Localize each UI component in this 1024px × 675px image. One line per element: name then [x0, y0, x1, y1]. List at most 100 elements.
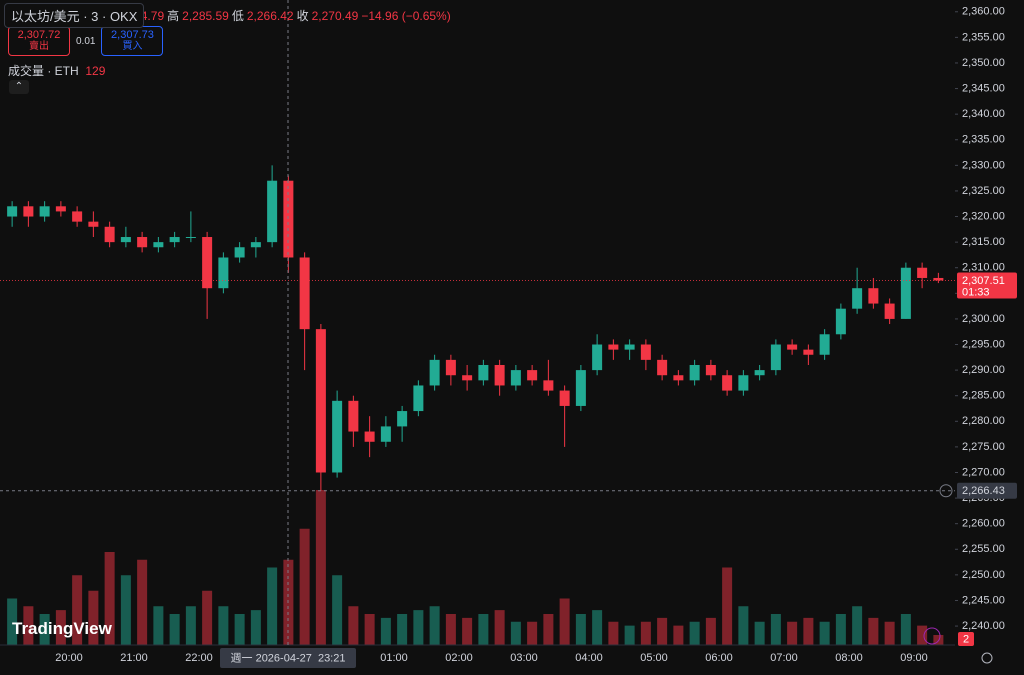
volume-bar: [900, 614, 911, 645]
candle-body: [787, 344, 798, 350]
last-price-label: 2,307.51: [962, 275, 1005, 287]
candle-body: [218, 257, 229, 289]
candle-body: [267, 180, 278, 243]
high-label: 高: [167, 9, 180, 23]
candle-body: [23, 206, 34, 217]
close-value: 2,270.49: [311, 8, 359, 23]
volume-bar: [445, 614, 456, 645]
candle-body: [900, 267, 911, 319]
badge-box: [958, 632, 974, 646]
add-button[interactable]: [939, 484, 953, 498]
candle-body: [315, 329, 326, 473]
volume-bar: [494, 610, 505, 645]
volume-bar: [397, 614, 408, 645]
candle-body: [39, 206, 50, 217]
candle-body: [72, 211, 83, 222]
volume-bar: [185, 606, 196, 645]
y-tick-label: 2,350.00: [962, 57, 1005, 69]
volume-bar: [852, 606, 863, 645]
close-label: 收: [296, 9, 309, 23]
y-tick-label: 2,360.00: [962, 6, 1005, 18]
candle-body: [640, 344, 651, 360]
volume-title: 成交量 · ETH: [8, 64, 79, 78]
volume-bar: [575, 614, 586, 645]
volume-bar: [738, 606, 749, 645]
volume-bar: [39, 614, 50, 645]
y-tick-label: 2,270.00: [962, 466, 1005, 478]
crosshair-time-box: [220, 648, 356, 668]
spread: 0.01: [76, 35, 96, 47]
volume-bar: [527, 621, 538, 645]
settings-icon[interactable]: [981, 652, 993, 664]
volume-bar: [202, 590, 213, 645]
alert-icon[interactable]: [923, 627, 941, 645]
y-tick-label: 2,330.00: [962, 159, 1005, 171]
collapse-button[interactable]: ⌃: [9, 80, 29, 94]
candle-body: [657, 359, 668, 376]
volume-bar: [787, 621, 798, 645]
candle-body: [673, 375, 684, 381]
candle-body: [104, 226, 115, 243]
volume-bar: [23, 606, 34, 645]
volume-bar: [770, 614, 781, 645]
trade-panel: 2,307.72 賣出 0.01 2,307.73 買入: [8, 26, 164, 56]
y-tick-label: 2,315.00: [962, 236, 1005, 248]
candle-body: [55, 206, 66, 212]
x-tick-label: 01:00: [380, 652, 408, 664]
candle-body: [364, 431, 375, 442]
volume-value: 129: [85, 64, 106, 78]
candle-body: [835, 308, 846, 335]
volume-bar: [705, 617, 716, 645]
buy-button[interactable]: 2,307.73 買入: [101, 26, 164, 56]
y-tick-label: 2,320.00: [962, 210, 1005, 222]
volume-bar: [608, 621, 619, 645]
candle-body: [917, 267, 928, 278]
sell-button[interactable]: 2,307.72 賣出: [8, 26, 70, 56]
crosshair-price-label: 2,266.43: [962, 485, 1005, 497]
volume-bar: [413, 610, 424, 645]
volume-bar: [169, 614, 180, 645]
volume-bar: [267, 567, 278, 645]
x-tick-label: 22:00: [185, 652, 213, 664]
symbol[interactable]: 以太坊/美元 · 3 · OKX: [4, 3, 145, 28]
y-tick-label: 2,300.00: [962, 313, 1005, 325]
candle-body: [770, 344, 781, 371]
candle-body: [137, 237, 148, 248]
x-tick-label: 06:00: [705, 652, 733, 664]
y-tick-label: 2,290.00: [962, 364, 1005, 376]
y-tick-label: 2,355.00: [962, 31, 1005, 43]
y-tick-label: 2,240.00: [962, 620, 1005, 632]
candle-body: [705, 364, 716, 376]
y-tick-label: 2,275.00: [962, 441, 1005, 453]
brand: TradingView: [12, 619, 112, 638]
volume-bar: [559, 598, 570, 645]
candle-body: [348, 400, 359, 432]
candle-body: [592, 344, 603, 371]
volume-bar: [543, 614, 554, 645]
y-tick-label: 2,280.00: [962, 415, 1005, 427]
volume-bar: [7, 598, 18, 645]
candle-body: [120, 237, 131, 243]
low-label: 低: [231, 9, 244, 23]
candle-body: [608, 344, 619, 350]
y-tick-label: 2,285.00: [962, 390, 1005, 402]
candle-body: [88, 221, 99, 227]
volume-bar: [819, 621, 830, 645]
volume-bar: [803, 617, 814, 645]
volume-bar: [689, 621, 700, 645]
sell-label: 賣出: [29, 41, 49, 52]
crosshair-time-label: 週一 2026-04-27 23:21: [231, 651, 346, 664]
candle-body: [250, 242, 261, 248]
y-tick-label: 2,325.00: [962, 185, 1005, 197]
volume-bar: [120, 575, 131, 645]
volume-bar: [510, 621, 521, 645]
x-tick-label: 05:00: [640, 652, 668, 664]
y-tick-label: 2,255.00: [962, 543, 1005, 555]
candle-body: [380, 426, 391, 442]
countdown: 01:33: [962, 286, 990, 298]
volume-bar: [55, 610, 66, 645]
sell-price: 2,307.72: [17, 29, 61, 41]
y-tick-label: 2,245.00: [962, 594, 1005, 606]
last-price-box: [957, 272, 1017, 299]
